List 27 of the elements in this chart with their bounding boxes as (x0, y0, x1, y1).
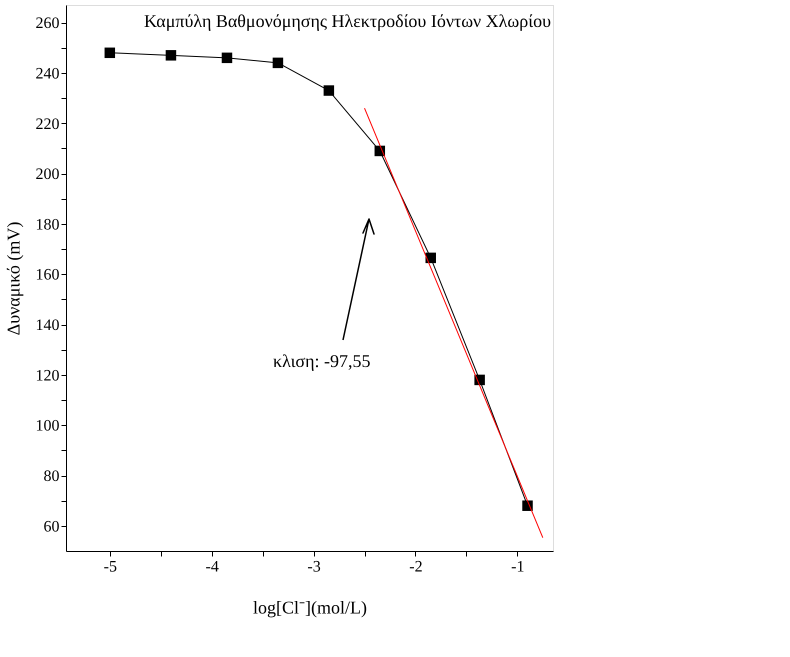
y-tick-label: 60 (44, 518, 60, 536)
point (324, 85, 334, 96)
x-tick-label: -2 (409, 558, 423, 576)
y-tick-label: 220 (36, 116, 60, 133)
y-tick-label: 260 (36, 15, 60, 32)
y-tick-label: 120 (36, 367, 60, 384)
x-tick-label: -1 (511, 558, 525, 576)
x-tick-label: -4 (206, 558, 219, 576)
y-tick-label: 180 (36, 216, 60, 234)
point (104, 48, 116, 58)
annotation: κλιση: -97,55 (273, 351, 371, 371)
point (474, 374, 485, 386)
y-axis-title: Δυναμικό (mV) (4, 222, 24, 336)
y-tick-label: 160 (36, 266, 60, 284)
point (425, 252, 436, 264)
point (272, 58, 284, 68)
point (222, 52, 232, 64)
y-tick-label: 100 (36, 418, 60, 435)
y-tick-label: 80 (44, 468, 60, 486)
point (166, 50, 176, 61)
x-axis-title: log[Cl⁻](mol/L) (253, 598, 367, 618)
chart-title: Καμπύλη Βαθμονόμησης Ηλεκτροδίου Ιόντων Χλωρίου (144, 11, 552, 31)
x-tick-label: -3 (307, 558, 321, 576)
x-tick-label: -5 (104, 558, 117, 576)
y-tick-label: 200 (36, 166, 60, 184)
y-tick-label: 240 (36, 65, 60, 82)
y-tick-label: 140 (36, 317, 60, 334)
